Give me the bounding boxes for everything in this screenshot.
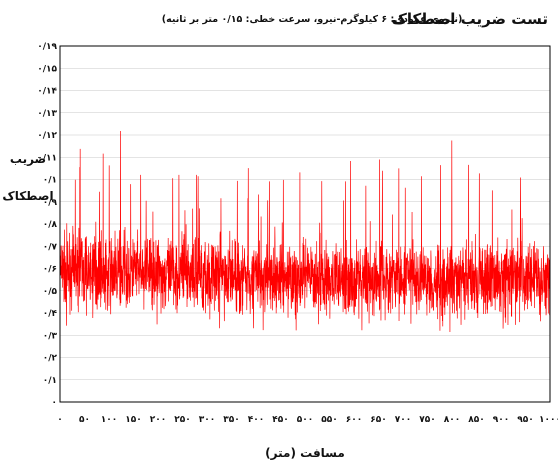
- plot-frame: [59, 45, 551, 403]
- y-tick-label: ۰/۱۵: [37, 64, 57, 74]
- y-axis-label-line1: ضریب: [10, 152, 46, 166]
- x-axis-label: مسافت (متر): [265, 446, 345, 460]
- y-tick-label: ۰/۱۱: [37, 153, 57, 163]
- y-tick-label: ۰/۶: [43, 265, 57, 275]
- y-gridlines: [60, 67, 550, 381]
- x-tick-label: ۲۰۰: [150, 415, 166, 425]
- chart-subtitle: (نیروی عمودی: ۶ کیلوگرم-نیرو، سرعت خطی: …: [162, 13, 463, 25]
- x-tick-label: ۳۵۰: [223, 415, 239, 425]
- y-tick-label: ۰/۸: [43, 220, 58, 230]
- y-tick-label: ۰/۴: [43, 309, 58, 319]
- y-tick-label: ۰/۵: [43, 287, 58, 297]
- x-tick-label: ۸۰۰: [444, 415, 460, 425]
- y-tick-label: ۰/۷: [43, 242, 58, 252]
- x-tick-label: ۳۰۰: [199, 415, 215, 425]
- y-tick-label: ۰/۹: [43, 198, 58, 208]
- y-tick-label: ۰/۱: [43, 376, 57, 386]
- friction-series: [59, 130, 551, 332]
- y-tick-label: ۰/۲: [43, 354, 58, 364]
- x-tick-label: ۷۵۰: [419, 415, 435, 425]
- x-tick-label: ۴۵۰: [272, 415, 288, 425]
- x-tick-label: ۹۵۰: [517, 415, 533, 425]
- x-tick-label: ۹۰۰: [493, 415, 509, 425]
- y-tick-label: ۰/۱۳: [37, 109, 57, 119]
- x-tick-label: ۷۰۰: [395, 415, 411, 425]
- x-axis-ticks: ۰ ۵۰ ۱۰۰ ۱۵۰ ۲۰۰ ۲۵۰ ۳۰۰ ۳۵۰ ۴۰۰ ۴۵۰ ۵۰۰ ۵۵۰ ۶۰۰ ۶۵۰ ۷…: [57, 415, 558, 425]
- x-tick-label: ۵۰۰: [297, 415, 313, 425]
- x-tick-label: ۱۰۰۰: [539, 415, 558, 425]
- x-tick-label: ۵۵۰: [321, 415, 337, 425]
- x-tick-label: ۴۰۰: [248, 415, 264, 425]
- x-tick-label: ۱۰۰: [101, 415, 117, 425]
- y-tick-label: ۰: [52, 398, 58, 408]
- y-axis-label-line2: اصطکاک: [2, 189, 53, 203]
- y-tick-label: ۰/۱۲: [37, 131, 57, 141]
- x-tick-label: ۸۵۰: [468, 415, 484, 425]
- x-tick-label: ۵۰: [79, 415, 90, 425]
- y-tick-label: ۰/۱۹: [37, 42, 57, 52]
- chart-title: تست ضریب اصطکاک: [391, 10, 548, 28]
- friction-line: [59, 130, 551, 332]
- x-tick-label: ۶۵۰: [370, 415, 386, 425]
- y-axis-ticks: ۰ ۰/۱ ۰/۲ ۰/۳ ۰/۴ ۰/۵ ۰/۶ ۰/۷ ۰/۸ ۰/۹ ۰/۱ ۰/۱۱ ۰/۱۲ ۰…: [37, 42, 57, 408]
- y-tick-label: ۰/۱: [43, 176, 57, 186]
- y-tick-label: ۰/۳: [43, 331, 58, 341]
- x-tick-label: ۲۵۰: [174, 415, 190, 425]
- x-tick-label: ۶۰۰: [346, 415, 362, 425]
- x-tick-label: ۰: [57, 415, 63, 425]
- y-tick-label: ۰/۱۴: [37, 87, 57, 97]
- x-tick-label: ۱۵۰: [125, 415, 141, 425]
